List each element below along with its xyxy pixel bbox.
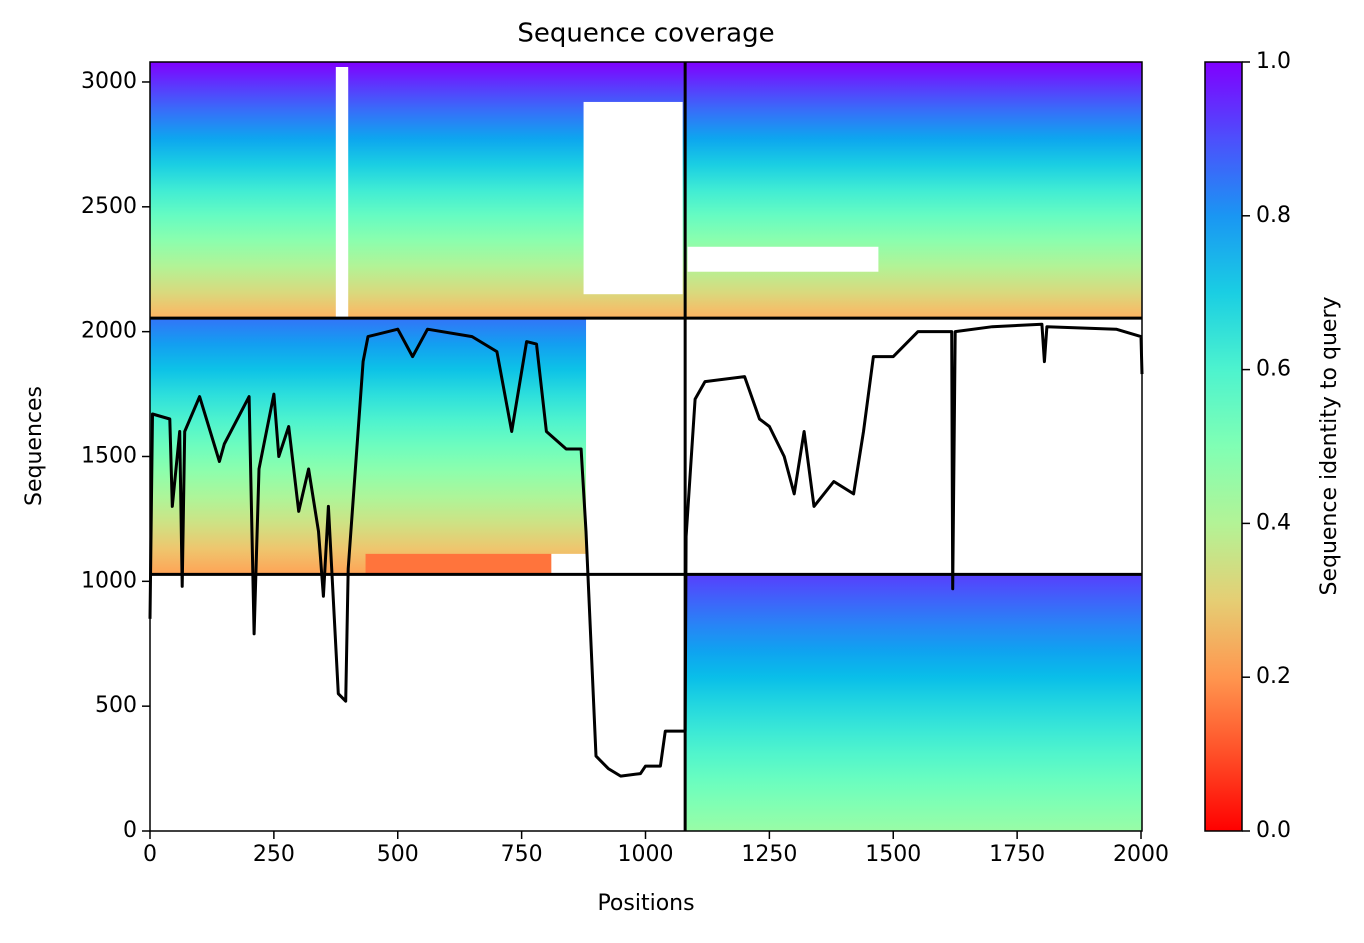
coverage-gap bbox=[687, 246, 879, 272]
coverage-line bbox=[148, 322, 1144, 778]
coverage-gap bbox=[583, 101, 683, 295]
colorbar-tick-label: 0.8 bbox=[1256, 203, 1291, 228]
x-tick-label: 500 bbox=[377, 842, 419, 867]
y-tick-label: 2500 bbox=[81, 194, 137, 219]
y-tick-label: 0 bbox=[123, 818, 137, 843]
x-tick-label: 750 bbox=[501, 842, 543, 867]
y-axis-label: Sequences bbox=[22, 386, 47, 506]
x-tick-label: 2000 bbox=[1113, 842, 1169, 867]
colorbar-label: Sequence identity to query bbox=[1317, 296, 1342, 595]
x-tick-label: 250 bbox=[253, 842, 295, 867]
y-tick-label: 1500 bbox=[81, 443, 137, 468]
x-tick-label: 0 bbox=[143, 842, 157, 867]
chart-title: Sequence coverage bbox=[517, 19, 774, 49]
colorbar-tick-label: 0.0 bbox=[1256, 818, 1291, 843]
x-tick-label: 1000 bbox=[618, 842, 674, 867]
identity-block bbox=[685, 574, 1142, 831]
colorbar-tick-label: 1.0 bbox=[1256, 49, 1291, 74]
x-axis-label: Positions bbox=[597, 891, 694, 916]
x-tick-label: 1500 bbox=[865, 842, 921, 867]
colorbar-tick-label: 0.4 bbox=[1256, 510, 1291, 535]
y-tick-label: 3000 bbox=[81, 69, 137, 94]
coverage-gap bbox=[335, 66, 349, 319]
colorbar-tick-label: 0.2 bbox=[1256, 664, 1291, 689]
y-tick-label: 2000 bbox=[81, 319, 137, 344]
y-tick-label: 500 bbox=[95, 693, 137, 718]
x-tick-label: 1250 bbox=[741, 842, 797, 867]
x-tick-label: 1750 bbox=[989, 842, 1045, 867]
colorbar-tick-label: 0.6 bbox=[1256, 357, 1291, 382]
y-tick-label: 1000 bbox=[81, 568, 137, 593]
coverage-gap bbox=[551, 553, 587, 575]
colorbar bbox=[1204, 61, 1243, 832]
identity-block bbox=[365, 553, 552, 575]
